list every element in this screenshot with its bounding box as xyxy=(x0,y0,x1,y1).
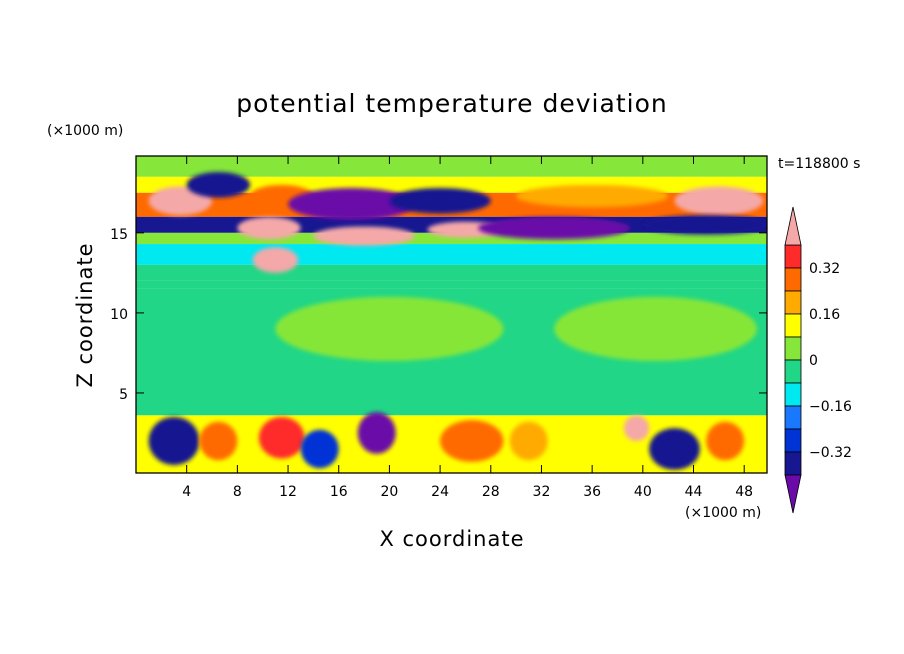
x-tick-label: 32 xyxy=(533,484,551,500)
colorbar-max-triangle xyxy=(784,206,802,246)
y-axis-title: Z coordinate xyxy=(73,242,97,387)
field-feature xyxy=(237,216,301,240)
field-feature xyxy=(252,247,299,273)
x-tick-label: 40 xyxy=(634,484,652,500)
x-tick-label: 24 xyxy=(431,484,449,500)
field-band xyxy=(136,244,767,265)
contour-field xyxy=(136,156,767,473)
field-feature xyxy=(186,172,251,198)
colorbar-label: 0.16 xyxy=(809,307,840,323)
chart-title: potential temperature deviation xyxy=(236,89,667,118)
x-tick-label: 8 xyxy=(233,484,242,500)
field-band xyxy=(136,280,767,289)
x-axis: 4 8 12 16 20 24 28 32 36 40 44 48 xyxy=(182,156,753,500)
colorbar: 0.32 0.16 0 −0.16 −0.32 xyxy=(784,206,852,514)
time-label: t=118800 s xyxy=(778,156,860,172)
field-feature xyxy=(674,186,764,216)
field-feature xyxy=(148,416,200,465)
y-tick-label: 5 xyxy=(119,387,128,403)
field-feature xyxy=(706,421,745,461)
field-feature xyxy=(509,421,548,461)
colorbar-label: 0.32 xyxy=(809,261,840,277)
x-tick-label: 4 xyxy=(182,484,191,500)
colorbar-box xyxy=(784,359,802,384)
field-feature xyxy=(649,428,700,470)
colorbar-box xyxy=(784,313,802,338)
colorbar-label: −0.16 xyxy=(809,399,852,415)
colorbar-box xyxy=(784,336,802,361)
colorbar-box xyxy=(784,244,802,269)
field-feature xyxy=(357,412,396,454)
field-feature xyxy=(300,429,339,469)
field-feature xyxy=(440,420,504,462)
y-tick-label: 15 xyxy=(110,227,128,243)
field-feature xyxy=(478,216,631,240)
y-axis-unit: (×1000 m) xyxy=(47,123,123,139)
field-feature xyxy=(516,184,669,208)
field-plot xyxy=(135,155,768,474)
y-axis: 5 10 15 xyxy=(110,227,767,403)
colorbar-box xyxy=(784,267,802,292)
colorbar-label: 0 xyxy=(809,353,818,369)
colorbar-box xyxy=(784,382,802,407)
x-tick-label: 12 xyxy=(279,484,297,500)
field-feature xyxy=(389,188,491,214)
x-tick-label: 16 xyxy=(330,484,348,500)
x-tick-label: 36 xyxy=(583,484,601,500)
x-tick-label: 44 xyxy=(685,484,703,500)
colorbar-box xyxy=(784,428,802,453)
colorbar-box xyxy=(784,290,802,315)
colorbar-label: −0.32 xyxy=(809,445,852,461)
field-feature xyxy=(258,416,305,459)
field-feature xyxy=(554,296,757,361)
field-feature xyxy=(199,421,238,461)
y-tick-label: 10 xyxy=(110,307,128,323)
x-axis-unit: (×1000 m) xyxy=(685,505,761,521)
field-feature xyxy=(275,296,504,361)
field-feature xyxy=(623,415,650,441)
x-tick-label: 28 xyxy=(482,484,500,500)
field-feature xyxy=(288,188,415,221)
plot-frame xyxy=(135,155,768,474)
field-band xyxy=(136,156,767,177)
x-axis-title: X coordinate xyxy=(379,527,524,551)
colorbar-box xyxy=(784,405,802,430)
field-band xyxy=(136,264,767,281)
colorbar-min-triangle xyxy=(784,474,802,514)
field-feature xyxy=(313,226,415,246)
x-tick-label: 48 xyxy=(735,484,753,500)
x-tick-label: 20 xyxy=(380,484,398,500)
field-band xyxy=(136,232,767,245)
colorbar-box xyxy=(784,451,802,476)
field-feature xyxy=(642,215,767,235)
